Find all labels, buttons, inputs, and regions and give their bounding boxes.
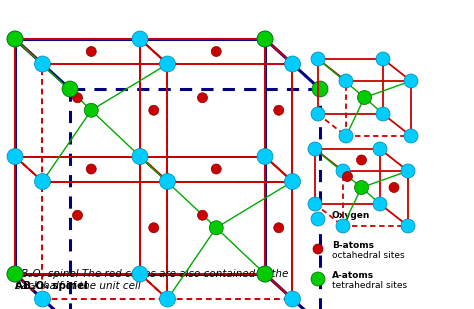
- Circle shape: [313, 244, 323, 254]
- Circle shape: [86, 46, 96, 57]
- Circle shape: [308, 142, 322, 156]
- Circle shape: [7, 266, 23, 282]
- Text: B-atoms: B-atoms: [332, 240, 374, 249]
- Circle shape: [357, 91, 372, 104]
- Circle shape: [274, 223, 284, 233]
- Text: Oxygen: Oxygen: [332, 210, 370, 219]
- Circle shape: [149, 105, 159, 115]
- Circle shape: [257, 31, 273, 47]
- Text: tetrahedral sites: tetrahedral sites: [332, 281, 407, 290]
- Circle shape: [84, 103, 98, 117]
- Text: AB₂O₄ spinel The red cubes are also contained in the
back half of the unit cell: AB₂O₄ spinel The red cubes are also cont…: [15, 269, 289, 291]
- Circle shape: [257, 31, 273, 47]
- Circle shape: [209, 221, 223, 235]
- Circle shape: [311, 272, 325, 286]
- Circle shape: [73, 93, 82, 103]
- Text: AB₂O₄ spinel: AB₂O₄ spinel: [15, 281, 88, 291]
- Circle shape: [284, 291, 301, 307]
- Circle shape: [159, 56, 175, 72]
- Circle shape: [404, 129, 418, 143]
- Circle shape: [132, 266, 148, 282]
- Circle shape: [373, 197, 387, 211]
- Circle shape: [35, 56, 51, 72]
- Circle shape: [339, 129, 353, 143]
- Circle shape: [355, 180, 368, 194]
- Circle shape: [257, 266, 273, 282]
- Circle shape: [401, 219, 415, 233]
- Circle shape: [356, 155, 366, 165]
- Circle shape: [401, 164, 415, 178]
- Circle shape: [274, 105, 284, 115]
- Text: octahedral sites: octahedral sites: [332, 251, 405, 260]
- Circle shape: [7, 31, 23, 47]
- Circle shape: [257, 266, 273, 282]
- Circle shape: [159, 291, 175, 307]
- Circle shape: [343, 171, 353, 181]
- Circle shape: [211, 164, 221, 174]
- Circle shape: [257, 149, 273, 164]
- Circle shape: [376, 52, 390, 66]
- Circle shape: [35, 173, 51, 189]
- Circle shape: [149, 223, 159, 233]
- Circle shape: [284, 56, 301, 72]
- Circle shape: [7, 149, 23, 164]
- Circle shape: [159, 173, 175, 189]
- Circle shape: [336, 219, 350, 233]
- Circle shape: [339, 74, 353, 88]
- Circle shape: [284, 173, 301, 189]
- Circle shape: [336, 164, 350, 178]
- Circle shape: [198, 93, 208, 103]
- Circle shape: [198, 210, 208, 220]
- Circle shape: [62, 81, 78, 97]
- Circle shape: [311, 52, 325, 66]
- Circle shape: [308, 197, 322, 211]
- Circle shape: [373, 142, 387, 156]
- Circle shape: [404, 74, 418, 88]
- Circle shape: [376, 107, 390, 121]
- Circle shape: [311, 212, 325, 226]
- Circle shape: [312, 81, 328, 97]
- Text: A-atoms: A-atoms: [332, 270, 374, 280]
- Circle shape: [73, 210, 82, 220]
- Circle shape: [132, 149, 148, 164]
- Circle shape: [35, 291, 51, 307]
- Circle shape: [132, 31, 148, 47]
- Circle shape: [86, 164, 96, 174]
- Circle shape: [7, 266, 23, 282]
- Circle shape: [211, 46, 221, 57]
- Circle shape: [389, 183, 399, 193]
- Circle shape: [311, 107, 325, 121]
- Circle shape: [7, 31, 23, 47]
